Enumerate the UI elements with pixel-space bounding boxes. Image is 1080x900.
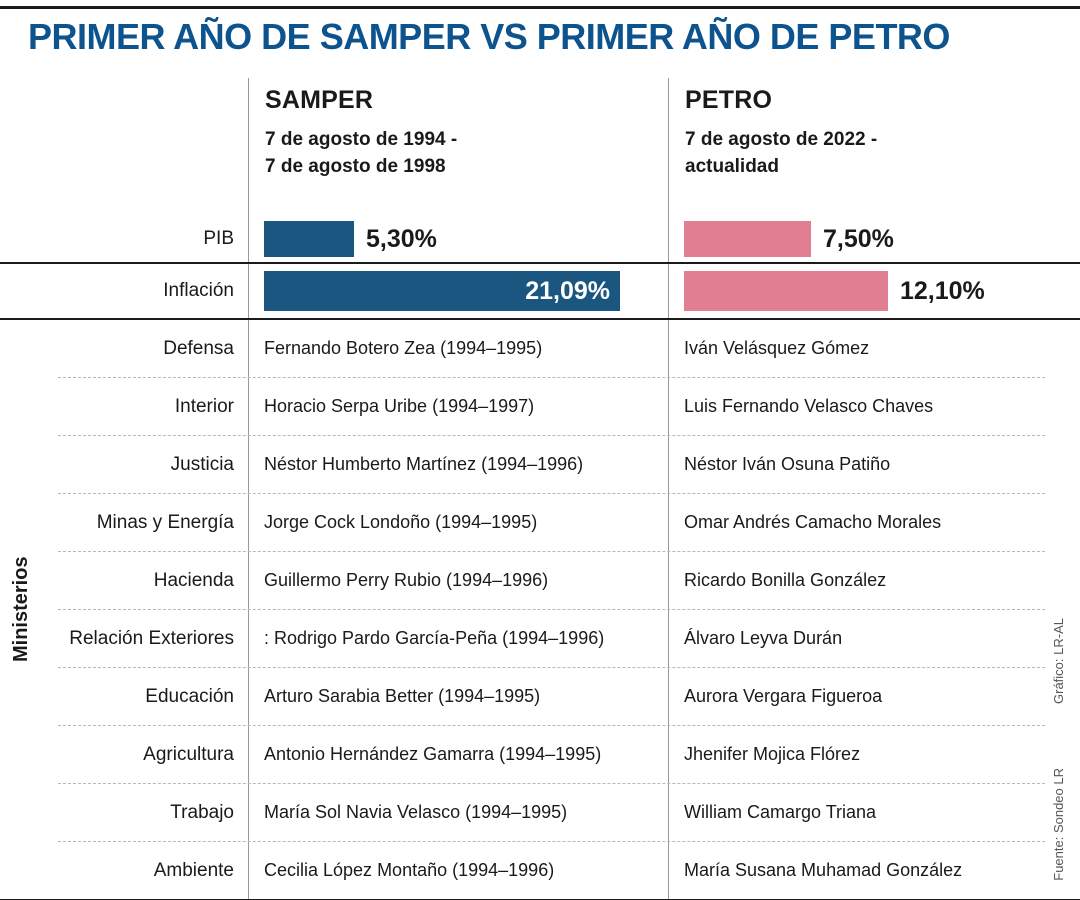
samper-minister: Jorge Cock Londoño (1994–1995) — [248, 494, 668, 551]
petro-minister: Iván Velásquez Gómez — [668, 320, 1045, 377]
petro-minister: Ricardo Bonilla González — [668, 552, 1045, 609]
samper-minister: Guillermo Perry Rubio (1994–1996) — [248, 552, 668, 609]
inflacion-petro-cell: 12,10% — [668, 264, 1045, 318]
inflacion-samper-value: 21,09% — [525, 276, 610, 305]
samper-minister: : Rodrigo Pardo García-Peña (1994–1996) — [248, 610, 668, 667]
page-title: PRIMER AÑO DE SAMPER VS PRIMER AÑO DE PE… — [28, 16, 950, 57]
samper-minister: Arturo Sarabia Better (1994–1995) — [248, 668, 668, 725]
petro-minister: William Camargo Triana — [668, 784, 1045, 841]
samper-minister: Horacio Serpa Uribe (1994–1997) — [248, 378, 668, 435]
samper-minister: Néstor Humberto Martínez (1994–1996) — [248, 436, 668, 493]
ministry-row: Interior Horacio Serpa Uribe (1994–1997)… — [58, 378, 1045, 436]
comparison-table: SAMPER 7 de agosto de 1994 - 7 de agosto… — [0, 78, 1080, 900]
pib-samper-bar — [264, 221, 354, 257]
inflacion-row: Inflación 21,09% 12,10% — [0, 262, 1080, 320]
inflacion-petro-value: 12,10% — [900, 276, 985, 305]
ministry-row: Trabajo María Sol Navia Velasco (1994–19… — [58, 784, 1045, 842]
inflacion-label: Inflación — [163, 280, 234, 301]
samper-period-line2: 7 de agosto de 1998 — [265, 155, 446, 177]
ministry-label: Defensa — [163, 337, 234, 359]
ministry-label: Justicia — [170, 453, 234, 475]
samper-minister: Fernando Botero Zea (1994–1995) — [248, 320, 668, 377]
ministry-row: Educación Arturo Sarabia Better (1994–19… — [58, 668, 1045, 726]
samper-column-title: SAMPER — [265, 86, 374, 114]
samper-minister: Cecilia López Montaño (1994–1996) — [248, 842, 668, 899]
ministry-row: Defensa Fernando Botero Zea (1994–1995) … — [58, 320, 1045, 378]
inflacion-samper-bar: 21,09% — [264, 271, 620, 311]
ministry-label: Relación Exteriores — [69, 627, 234, 649]
ministry-row: Hacienda Guillermo Perry Rubio (1994–199… — [58, 552, 1045, 610]
ministry-label: Educación — [145, 685, 234, 707]
ministries-table: Ministerios Defensa Fernando Botero Zea … — [0, 320, 1080, 900]
inflacion-samper-cell: 21,09% — [248, 264, 668, 318]
ministry-label: Trabajo — [170, 801, 234, 823]
ministry-row: Minas y Energía Jorge Cock Londoño (1994… — [58, 494, 1045, 552]
petro-period-line1: 7 de agosto de 2022 - — [685, 129, 878, 150]
ministry-label: Minas y Energía — [96, 511, 234, 533]
samper-minister: María Sol Navia Velasco (1994–1995) — [248, 784, 668, 841]
petro-period-line2: actualidad — [685, 155, 779, 177]
graphic-credit: Gráfico: LR-AL — [1051, 618, 1066, 704]
top-divider — [0, 6, 1080, 9]
ministry-row: Agricultura Antonio Hernández Gamarra (1… — [58, 726, 1045, 784]
pib-petro-bar — [684, 221, 811, 257]
pib-petro-value: 7,50% — [823, 224, 894, 253]
ministry-label: Interior — [174, 395, 234, 417]
pib-row: PIB 5,30% 7,50% — [0, 216, 1080, 262]
petro-column-title: PETRO — [685, 86, 773, 114]
ministry-row: Relación Exteriores : Rodrigo Pardo Garc… — [58, 610, 1045, 668]
samper-column-header: SAMPER 7 de agosto de 1994 - 7 de agosto… — [248, 78, 668, 216]
petro-minister: Omar Andrés Camacho Morales — [668, 494, 1045, 551]
petro-column-header: PETRO 7 de agosto de 2022 - actualidad — [668, 78, 1045, 216]
samper-minister: Antonio Hernández Gamarra (1994–1995) — [248, 726, 668, 783]
pib-samper-cell: 5,30% — [248, 216, 668, 262]
table-header: SAMPER 7 de agosto de 1994 - 7 de agosto… — [0, 78, 1080, 216]
ministry-row: Ambiente Cecilia López Montaño (1994–199… — [58, 842, 1045, 899]
inflacion-petro-bar — [684, 271, 888, 311]
petro-minister: Aurora Vergara Figueroa — [668, 668, 1045, 725]
petro-period: 7 de agosto de 2022 - actualidad — [685, 127, 1045, 180]
petro-minister: Luis Fernando Velasco Chaves — [668, 378, 1045, 435]
samper-period-line1: 7 de agosto de 1994 - — [265, 129, 458, 150]
petro-minister: Jhenifer Mojica Flórez — [668, 726, 1045, 783]
ministry-label: Hacienda — [153, 569, 234, 591]
source-credit: Fuente: Sondeo LR — [1051, 768, 1066, 881]
ministries-section-label: Ministerios — [10, 556, 32, 663]
samper-period: 7 de agosto de 1994 - 7 de agosto de 199… — [265, 127, 668, 180]
petro-minister: Álvaro Leyva Durán — [668, 610, 1045, 667]
ministry-row: Justicia Néstor Humberto Martínez (1994–… — [58, 436, 1045, 494]
pib-samper-value: 5,30% — [366, 224, 437, 253]
pib-petro-cell: 7,50% — [668, 216, 1045, 262]
petro-minister: Néstor Iván Osuna Patiño — [668, 436, 1045, 493]
petro-minister: María Susana Muhamad González — [668, 842, 1045, 899]
ministry-label: Agricultura — [143, 743, 234, 765]
header-spacer — [58, 78, 248, 216]
ministry-label: Ambiente — [153, 859, 234, 881]
pib-label: PIB — [203, 228, 234, 249]
